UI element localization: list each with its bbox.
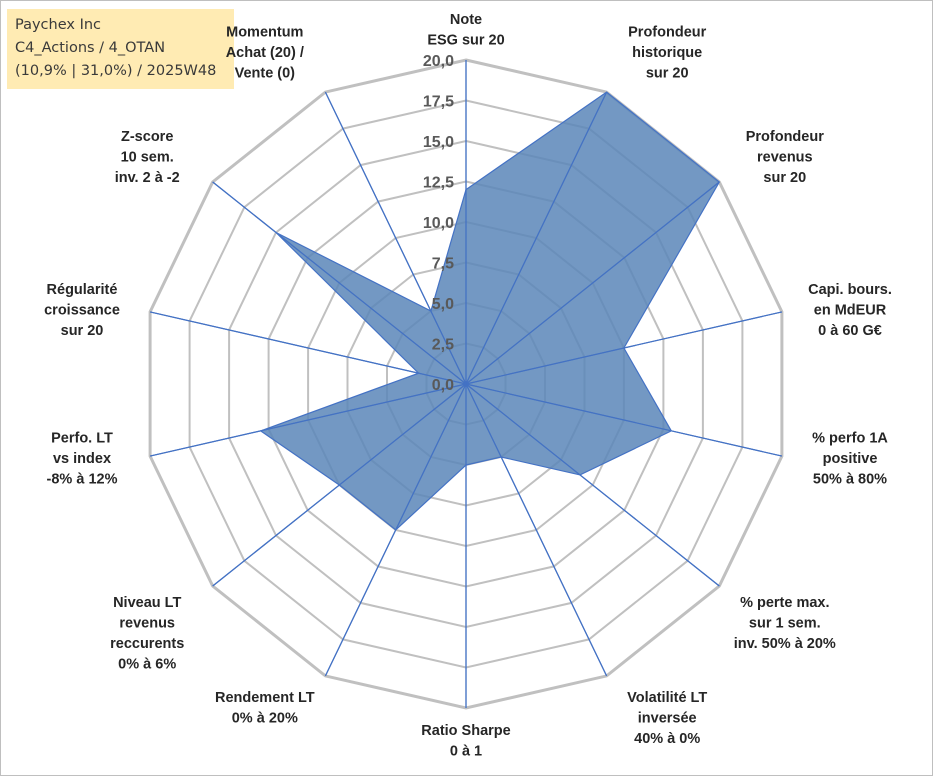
axis-label-line: Perfo. LT — [51, 431, 113, 447]
axis-label-line: inv. 50% à 20% — [734, 636, 836, 652]
axis-label-line: revenus — [119, 615, 175, 631]
spoke-overlay-2 — [465, 181, 720, 385]
spoke-overlay-1 — [465, 91, 608, 385]
axis-label-line: % perte max. — [740, 595, 829, 611]
axis-label-line: ESG sur 20 — [427, 33, 504, 49]
tick-label: 0,0 — [432, 377, 454, 394]
radar-series — [149, 60, 783, 708]
axis-label-line: sur 20 — [763, 170, 806, 186]
axis-label-line: inversée — [638, 711, 697, 727]
tick-label: 10,0 — [423, 215, 454, 232]
axis-label-2: Profondeur revenus sur 20 — [746, 129, 824, 186]
axis-label-line: 0% à 6% — [118, 656, 176, 672]
axis-label-line: Profondeur — [628, 25, 706, 41]
axis-label-10: Perfo. LT vs index -8% à 12% — [47, 431, 118, 488]
axis-label-line: Note — [450, 12, 482, 28]
axis-label-4: % perfo 1A positive 50% à 80% — [812, 431, 888, 488]
axis-label-line: inv. 2 à -2 — [115, 170, 180, 186]
title-category: C4_Actions / 4_OTAN — [15, 40, 166, 56]
axis-label-line: sur 1 sem. — [749, 615, 821, 631]
spoke-overlay-13 — [324, 91, 467, 385]
axis-label-line: historique — [632, 45, 702, 61]
axis-label-5: % perte max. sur 1 sem. inv. 50% à 20% — [734, 595, 836, 652]
spoke-overlay-5 — [465, 383, 720, 587]
tick-label: 12,5 — [423, 175, 454, 192]
radar-tick-labels: 0,0 2,5 5,0 7,5 10,0 12,5 15,0 17,5 20,0 — [423, 53, 454, 394]
tick-label: 5,0 — [432, 296, 454, 313]
axis-label-line: Achat (20) / — [226, 45, 304, 61]
tick-label: 2,5 — [432, 337, 454, 354]
axis-label-line: 40% à 0% — [634, 731, 700, 747]
spoke-overlay-11 — [149, 311, 467, 385]
axis-label-line: sur 20 — [646, 66, 689, 82]
tick-label: 7,5 — [432, 256, 454, 273]
axis-label-line: % perfo 1A — [812, 431, 888, 447]
axis-label-line: positive — [823, 451, 878, 467]
axis-label-1: Profondeur historique sur 20 — [628, 25, 706, 82]
title-stats: (10,9% | 31,0%) / 2025W48 — [15, 63, 217, 79]
tick-label: 20,0 — [423, 53, 454, 70]
axis-label-line: Capi. bours. — [808, 282, 892, 298]
axis-label-13: Momentum Achat (20) / Vente (0) — [226, 25, 304, 82]
axis-label-9: Niveau LT revenus reccurents 0% à 6% — [110, 595, 184, 673]
axis-label-7: Ratio Sharpe 0 à 1 — [421, 723, 510, 760]
spoke-overlay-12 — [212, 181, 467, 385]
axis-label-line: Momentum — [226, 25, 303, 41]
axis-label-line: revenus — [757, 150, 813, 166]
axis-label-0: Note ESG sur 20 — [427, 12, 504, 49]
tick-label: 15,0 — [423, 134, 454, 151]
axis-label-line: Z-score — [121, 129, 173, 145]
axis-label-line: 10 sem. — [121, 150, 174, 166]
axis-label-line: Volatilité LT — [627, 690, 707, 706]
spoke-overlay-10 — [149, 383, 467, 457]
axis-label-line: sur 20 — [61, 323, 104, 339]
axis-label-6: Volatilité LT inversée 40% à 0% — [627, 690, 707, 747]
axis-label-12: Z-score 10 sem. inv. 2 à -2 — [115, 129, 180, 186]
chart-title-box: Paychex Inc C4_Actions / 4_OTAN (10,9% |… — [7, 9, 234, 89]
axis-label-line: 0% à 20% — [232, 711, 298, 727]
axis-label-line: reccurents — [110, 636, 184, 652]
axis-label-3: Capi. bours. en MdEUR 0 à 60 G€ — [808, 282, 892, 339]
axis-label-line: 50% à 80% — [813, 472, 887, 488]
axis-label-line: Ratio Sharpe — [421, 723, 510, 739]
axis-label-line: Profondeur — [746, 129, 824, 145]
axis-label-8: Rendement LT 0% à 20% — [215, 690, 315, 727]
spoke-overlay-6 — [465, 383, 608, 677]
axis-label-line: Rendement LT — [215, 690, 315, 706]
spoke-overlay-9 — [212, 383, 467, 587]
spoke-overlay-4 — [465, 383, 783, 457]
spoke-overlay-8 — [324, 383, 467, 677]
axis-label-line: en MdEUR — [814, 302, 887, 318]
axis-label-line: 0 à 1 — [450, 744, 482, 760]
axis-label-line: -8% à 12% — [47, 472, 118, 488]
axis-label-line: Niveau LT — [113, 595, 181, 611]
radar-axis-labels: Note ESG sur 20 Profondeur historique sur 20… — [44, 12, 892, 760]
axis-label-line: croissance — [44, 302, 120, 318]
axis-label-11: Régularité croissance sur 20 — [44, 282, 120, 339]
spoke-overlay-3 — [465, 311, 783, 385]
axis-label-line: Régularité — [47, 282, 118, 298]
tick-label: 17,5 — [423, 94, 454, 111]
title-company: Paychex Inc — [15, 17, 102, 33]
axis-label-line: 0 à 60 G€ — [818, 323, 882, 339]
axis-label-line: Vente (0) — [235, 66, 296, 82]
axis-label-line: vs index — [53, 451, 111, 467]
